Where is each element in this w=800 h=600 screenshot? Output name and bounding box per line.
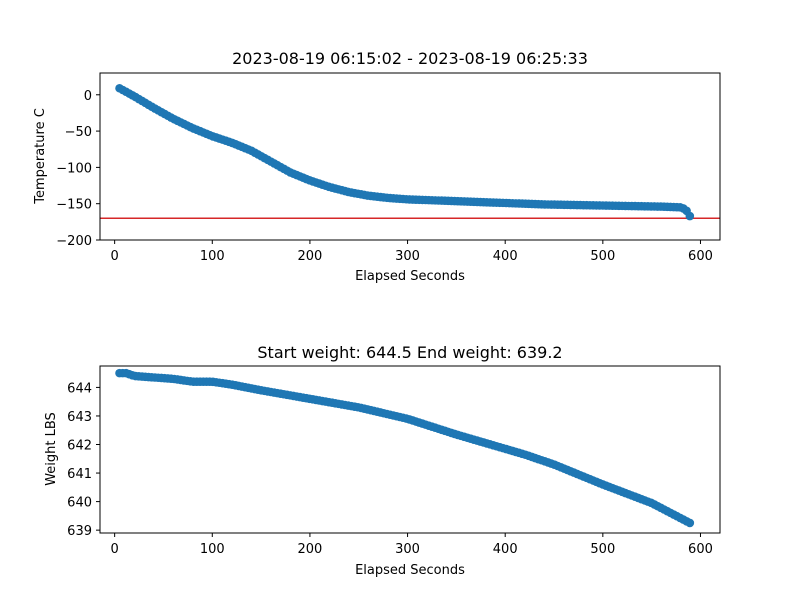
- y-tick-label: 641: [67, 467, 92, 482]
- weight-y-axis-label: Weight LBS: [44, 412, 59, 486]
- y-tick-label: 639: [67, 524, 92, 539]
- y-tick-label: 643: [67, 410, 92, 425]
- y-tick-label: −200: [56, 234, 92, 249]
- x-tick-label: 0: [111, 542, 119, 557]
- temperature-y-axis-label: Temperature C: [33, 108, 48, 205]
- weight-chart-title: Start weight: 644.5 End weight: 639.2: [257, 343, 562, 362]
- y-tick-label: −150: [56, 198, 92, 213]
- axes-frame: [99, 365, 721, 534]
- temperature-subplot: 2023-08-19 06:15:02 - 2023-08-19 06:25:3…: [33, 49, 721, 284]
- axes-frame: [99, 72, 721, 241]
- y-tick-label: 0: [84, 89, 92, 104]
- x-tick-label: 600: [688, 542, 713, 557]
- x-tick-label: 200: [298, 249, 323, 264]
- temperature-x-axis-label: Elapsed Seconds: [355, 269, 465, 284]
- weight-subplot: Start weight: 644.5 End weight: 639.2 El…: [44, 343, 721, 578]
- y-tick-label: 642: [67, 439, 92, 454]
- temperature-chart-title: 2023-08-19 06:15:02 - 2023-08-19 06:25:3…: [232, 49, 588, 68]
- x-tick-label: 500: [590, 249, 615, 264]
- weight-x-axis-label: Elapsed Seconds: [355, 563, 465, 578]
- data-point: [685, 518, 695, 528]
- y-tick-label: 644: [67, 381, 92, 396]
- x-tick-label: 0: [111, 249, 119, 264]
- x-tick-label: 500: [590, 542, 615, 557]
- y-tick-label: 640: [67, 496, 92, 511]
- x-tick-label: 400: [493, 249, 518, 264]
- y-tick-label: −100: [56, 161, 92, 176]
- x-tick-label: 200: [298, 542, 323, 557]
- x-tick-label: 300: [395, 542, 420, 557]
- x-tick-label: 600: [688, 249, 713, 264]
- x-tick-label: 300: [395, 249, 420, 264]
- x-tick-label: 100: [200, 542, 225, 557]
- x-tick-label: 100: [200, 249, 225, 264]
- data-point: [685, 211, 695, 221]
- y-tick-label: −50: [65, 125, 92, 140]
- x-tick-label: 400: [493, 542, 518, 557]
